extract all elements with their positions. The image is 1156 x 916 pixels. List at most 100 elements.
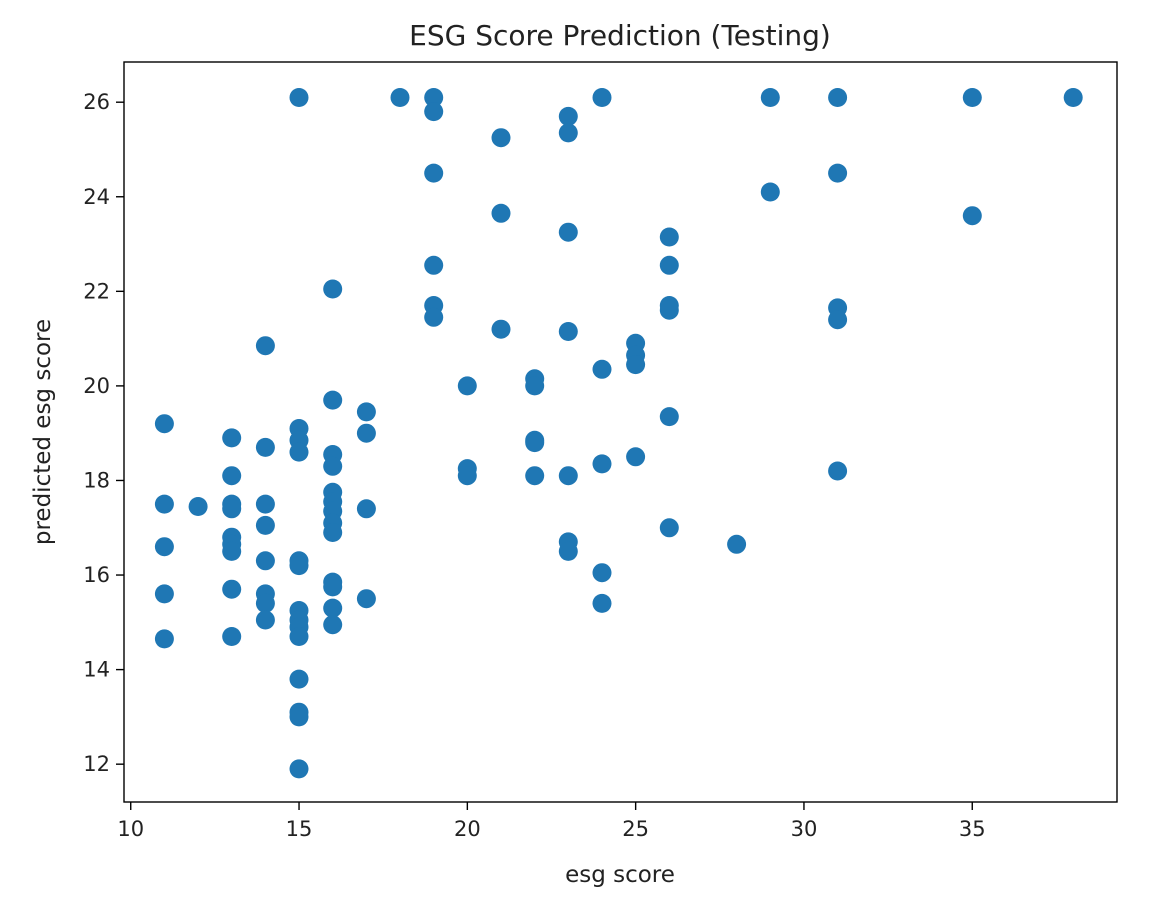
data-point <box>255 551 275 571</box>
data-point <box>255 515 275 535</box>
data-point <box>255 593 275 613</box>
data-point <box>289 669 309 689</box>
data-point <box>424 88 444 107</box>
data-point <box>558 322 578 341</box>
data-point <box>558 106 578 126</box>
data-point <box>828 88 848 107</box>
data-point <box>154 584 174 604</box>
data-point <box>659 518 679 538</box>
data-point <box>323 523 343 542</box>
points-layer <box>154 88 1083 779</box>
data-point <box>323 456 343 476</box>
data-point <box>760 88 780 107</box>
data-point <box>154 629 174 649</box>
data-point <box>424 163 444 183</box>
plot-frame <box>123 61 1118 803</box>
y-tick-label: 18 <box>83 468 110 492</box>
data-point <box>424 307 444 327</box>
x-axis: 10 15 20 25 30 35 <box>117 802 986 841</box>
data-point <box>828 310 848 330</box>
chart-title: ESG Score Prediction (Testing) <box>409 19 831 52</box>
data-point <box>659 407 679 427</box>
data-point <box>222 627 242 646</box>
data-point <box>356 589 376 609</box>
y-axis: 12 14 16 18 20 22 24 26 <box>83 90 124 776</box>
data-point <box>424 102 444 122</box>
data-point <box>592 563 612 583</box>
x-tick-label: 10 <box>117 817 144 841</box>
data-point <box>525 466 545 486</box>
y-tick-label: 20 <box>83 374 110 398</box>
data-point <box>457 376 477 396</box>
y-tick-label: 14 <box>83 658 110 682</box>
data-point <box>727 534 747 554</box>
data-point <box>222 499 242 519</box>
data-point <box>592 88 612 107</box>
data-point <box>188 497 208 516</box>
y-tick-label: 22 <box>83 279 110 303</box>
data-point <box>659 300 679 320</box>
x-tick-label: 30 <box>791 817 818 841</box>
y-tick-label: 12 <box>83 752 110 776</box>
data-point <box>222 428 242 448</box>
data-point <box>1063 88 1083 107</box>
data-point <box>154 414 174 434</box>
data-point <box>558 123 578 143</box>
data-point <box>323 615 343 635</box>
data-point <box>222 541 242 561</box>
data-point <box>154 494 174 514</box>
data-point <box>659 227 679 247</box>
data-point <box>962 88 982 107</box>
data-point <box>828 461 848 481</box>
data-point <box>457 466 477 486</box>
data-point <box>255 610 275 630</box>
data-point <box>323 390 343 410</box>
data-point <box>525 376 545 396</box>
data-point <box>390 88 410 107</box>
data-point <box>760 182 780 202</box>
data-point <box>558 222 578 242</box>
data-point <box>828 163 848 183</box>
data-point <box>491 319 511 339</box>
data-point <box>255 494 275 514</box>
y-tick-label: 24 <box>83 185 110 209</box>
data-point <box>592 359 612 379</box>
data-point <box>323 577 343 597</box>
data-point <box>558 541 578 561</box>
data-point <box>289 707 309 727</box>
data-point <box>962 206 982 226</box>
data-point <box>222 579 242 599</box>
data-point <box>289 556 309 576</box>
data-point <box>491 203 511 223</box>
data-point <box>558 466 578 486</box>
data-point <box>592 454 612 474</box>
data-point <box>154 537 174 557</box>
x-tick-label: 20 <box>454 817 481 841</box>
x-axis-label: esg score <box>565 862 675 888</box>
data-point <box>289 442 309 462</box>
data-point <box>289 88 309 107</box>
data-point <box>289 627 309 646</box>
data-point <box>222 466 242 486</box>
data-point <box>356 423 376 443</box>
data-point <box>255 437 275 457</box>
data-point <box>491 128 511 148</box>
data-point <box>356 402 376 422</box>
x-tick-label: 25 <box>622 817 649 841</box>
data-point <box>255 336 275 356</box>
x-tick-label: 35 <box>959 817 986 841</box>
x-tick-label: 15 <box>286 817 313 841</box>
data-point <box>525 433 545 453</box>
y-tick-label: 26 <box>83 90 110 114</box>
data-point <box>626 355 646 375</box>
data-point <box>626 447 646 467</box>
data-point <box>356 499 376 519</box>
data-point <box>659 255 679 275</box>
data-point <box>592 593 612 613</box>
data-point <box>323 279 343 299</box>
y-axis-label: predicted esg score <box>30 319 56 545</box>
data-point <box>289 759 309 779</box>
y-tick-label: 16 <box>83 563 110 587</box>
data-point <box>323 598 343 618</box>
